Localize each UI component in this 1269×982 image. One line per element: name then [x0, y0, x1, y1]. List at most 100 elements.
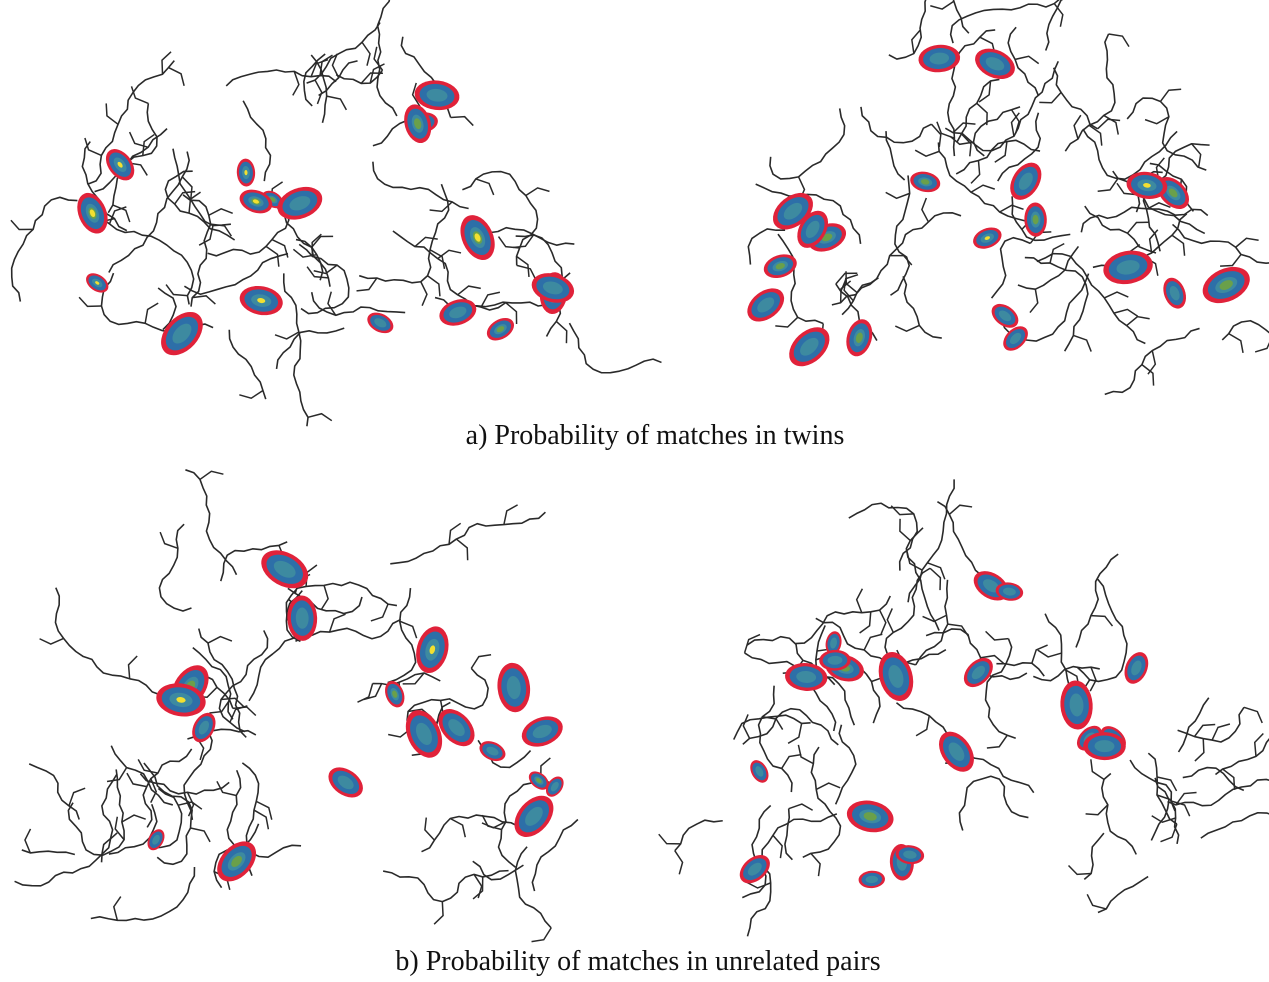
sulcus-branch	[1039, 92, 1061, 102]
sulcus-branch	[1172, 235, 1185, 255]
sulcus-branch	[315, 80, 322, 104]
sulcus-branch	[775, 317, 797, 327]
sulcus	[1127, 98, 1206, 170]
sulcus	[185, 470, 236, 575]
match-blob	[528, 269, 577, 308]
sulcus	[1168, 779, 1269, 805]
sulcus	[1046, 0, 1111, 51]
sulcus-branch	[1069, 866, 1092, 875]
sulcus-branch	[1015, 56, 1039, 63]
sulcus-branch	[1229, 334, 1243, 353]
sulcus-branch	[79, 297, 101, 306]
sulcus	[1222, 321, 1269, 340]
sulcus	[1054, 68, 1098, 129]
match-blob	[381, 678, 408, 710]
sulcus	[388, 588, 416, 683]
sulcus-branch	[895, 325, 919, 331]
sulcus-branch	[857, 589, 863, 613]
sulcus-branch	[138, 759, 158, 773]
match-blob	[495, 661, 532, 713]
sulcus-branch	[789, 804, 813, 810]
sulcus	[1151, 778, 1169, 841]
sulcus	[1130, 760, 1179, 844]
sulcus-branch	[504, 505, 518, 525]
sulcus-branch	[308, 414, 332, 421]
match-blob	[741, 282, 790, 329]
sulcus-branch	[327, 96, 347, 110]
sulcus-branch	[930, 568, 940, 590]
match-blob	[411, 623, 453, 677]
match-blob	[273, 181, 327, 226]
sulcus	[226, 70, 336, 86]
sulcus-branch	[1195, 739, 1204, 762]
page: Probability of matches {"figure": {"pane…	[0, 0, 1269, 982]
sulcus-branch	[434, 902, 443, 925]
sulcus-branch	[1145, 117, 1169, 124]
sulcus-branch	[1160, 89, 1181, 101]
sulcus	[959, 776, 1028, 830]
match-blob	[844, 797, 896, 837]
match-blob	[908, 169, 942, 195]
match-blob	[1159, 274, 1190, 311]
sulcus-branch	[841, 275, 858, 292]
sulcus	[183, 195, 211, 307]
match-blob	[873, 648, 919, 705]
sulcus-branch	[743, 714, 749, 738]
sulcus-branch	[1030, 289, 1038, 312]
sulcus-branch	[1194, 725, 1215, 737]
sulcus	[336, 70, 382, 83]
match-blob	[958, 652, 998, 692]
match-blob	[364, 308, 397, 337]
sulcus	[99, 210, 194, 304]
sulcus-branch	[166, 285, 187, 296]
sulcus	[208, 203, 289, 256]
sulcus-branch	[458, 286, 481, 295]
sulcus-branch	[860, 612, 871, 633]
sulcus-branch	[209, 209, 233, 215]
sulcus	[785, 809, 792, 860]
sulcus-branch	[321, 585, 328, 609]
sulcus-branch	[114, 897, 121, 921]
sulcus-branch	[788, 723, 802, 743]
sulcus	[165, 171, 234, 240]
sulcus-branch	[85, 138, 101, 155]
sulcus	[1076, 554, 1118, 647]
sulcus	[1018, 246, 1078, 289]
match-blob	[1120, 649, 1153, 688]
sulcus-branch	[1038, 650, 1062, 657]
sulcus-branch	[357, 684, 372, 703]
sulcus-branch	[40, 638, 64, 644]
sulcus	[836, 725, 856, 805]
match-blob	[236, 185, 275, 217]
sulcus	[373, 162, 469, 209]
caption: b) Probability of matches in unrelated p…	[395, 946, 880, 978]
sulcus-branch	[456, 539, 467, 560]
sulcus-branch	[930, 1, 954, 9]
sulcus-branch	[421, 282, 427, 306]
sulcus	[1065, 34, 1115, 151]
sulcus	[1081, 207, 1207, 232]
sulcus-branch	[254, 810, 268, 829]
match-blob	[255, 543, 315, 597]
sulcus	[319, 61, 358, 96]
sulcus-branch	[145, 303, 158, 323]
sulcus-branch	[798, 745, 813, 764]
sulcus	[422, 815, 529, 852]
sulcus-branch	[130, 132, 149, 147]
sulcus	[1077, 579, 1127, 681]
sulcus-branch	[979, 81, 991, 102]
sulcus-branch	[425, 818, 434, 841]
sulcus-branch	[517, 265, 536, 279]
sulcus	[890, 175, 909, 295]
sulcus	[770, 108, 845, 178]
sulcus-branch	[675, 851, 683, 875]
match-blob	[454, 210, 502, 266]
sulcus	[242, 763, 301, 857]
sulcus-branch	[415, 237, 438, 246]
sulcus-branch	[131, 86, 148, 103]
figure: a) Probability of matches in twins b) Pr…	[0, 0, 1269, 982]
sulcus	[383, 871, 508, 902]
sulcus	[957, 79, 999, 141]
match-blob	[1197, 260, 1256, 310]
sulcus-branch	[200, 471, 223, 479]
